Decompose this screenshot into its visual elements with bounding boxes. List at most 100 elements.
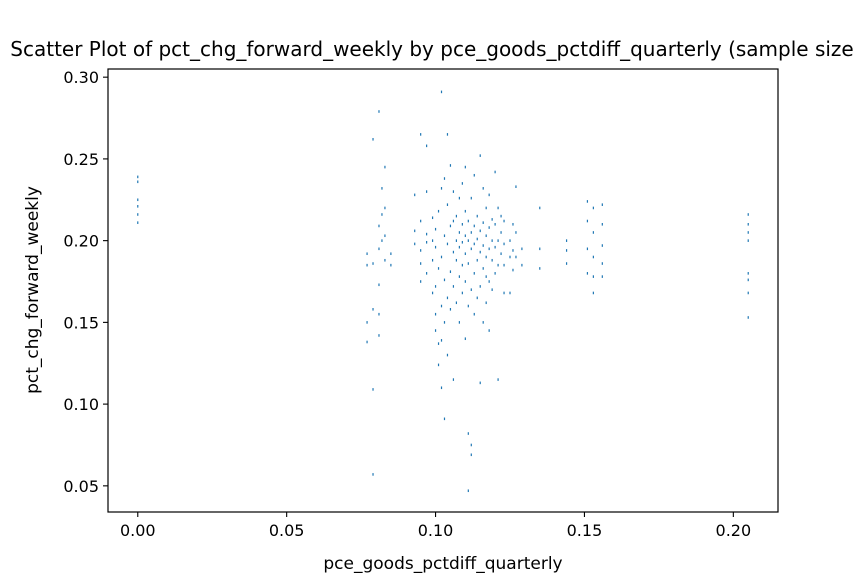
data-point [485,275,487,278]
data-point [503,291,505,295]
y-tick-label: 0.30 [63,68,99,87]
data-point [384,258,386,262]
data-point [586,200,589,203]
data-point [479,250,481,254]
data-point [473,173,475,177]
data-point [458,196,460,200]
data-point [491,218,493,221]
data-point [592,275,594,278]
data-point [470,196,472,200]
data-point [482,244,484,247]
data-point [473,312,475,316]
data-point [470,231,472,234]
data-point [414,242,416,246]
data-point [414,193,416,197]
data-point [464,252,466,256]
data-point [476,214,478,218]
data-point [137,198,139,202]
data-point [137,175,139,179]
data-point [521,263,523,267]
data-point [467,219,469,223]
data-point [488,247,490,251]
data-point [491,258,493,262]
data-point [479,381,481,385]
data-point [458,245,460,249]
data-point [455,239,457,242]
data-point [446,133,449,136]
data-point [440,90,443,94]
data-point [458,231,460,234]
data-point [384,206,386,210]
data-point [470,288,472,291]
data-point [512,268,514,272]
data-point [565,262,568,265]
data-point [426,144,428,148]
data-point [455,301,457,305]
data-point [497,239,499,242]
data-point [539,247,541,251]
data-point [521,247,523,251]
data-point [747,291,749,295]
data-point [452,285,455,288]
data-point [449,164,452,167]
data-point [434,245,437,249]
data-point [509,239,511,242]
data-point [461,222,463,226]
data-point [464,337,466,341]
data-point [500,252,502,256]
data-point [426,190,428,193]
data-point [539,206,541,210]
data-point [446,353,449,357]
data-point [467,239,469,242]
data-point [512,249,514,252]
data-point [601,275,603,278]
data-point [420,249,422,252]
data-point [485,255,487,259]
data-point [366,340,368,344]
data-point [509,255,511,259]
data-point [434,329,437,332]
data-point [747,239,749,242]
data-point [440,304,443,308]
x-tick-label: 0.10 [418,521,454,540]
data-point [592,231,594,234]
data-point [431,239,434,242]
data-point [440,255,443,259]
data-point [420,133,422,136]
data-point [372,307,374,311]
x-axis-ticks: 0.00 0.05 0.10 0.15 0.20 [120,512,751,540]
data-point [390,252,392,256]
data-point [434,285,437,288]
data-point [503,263,505,267]
data-point [747,213,749,216]
x-tick-label: 0.20 [716,521,752,540]
data-point [426,272,428,275]
data-point [420,280,422,283]
data-point [443,177,446,180]
data-point [497,206,499,210]
data-point [467,489,469,493]
data-point [509,291,511,295]
data-point [378,334,380,337]
data-point [440,187,443,190]
data-point [461,263,463,267]
data-point [565,239,568,242]
data-point [464,165,466,169]
data-point [515,255,517,259]
data-point [482,187,484,190]
data-point [488,280,490,283]
x-axis-label: pce_goods_pctdiff_quarterly [323,554,562,574]
y-axis-ticks: 0.05 0.10 0.15 0.20 0.25 0.30 [63,68,108,496]
data-point [372,388,374,391]
data-point [482,321,484,324]
data-point [420,262,422,265]
data-point [482,267,484,270]
data-point [434,227,437,231]
data-point [601,262,603,265]
data-point [479,285,481,288]
data-point [440,386,443,390]
data-point [378,312,380,316]
data-point [592,255,594,259]
data-point [461,291,463,295]
data-point [473,272,475,275]
